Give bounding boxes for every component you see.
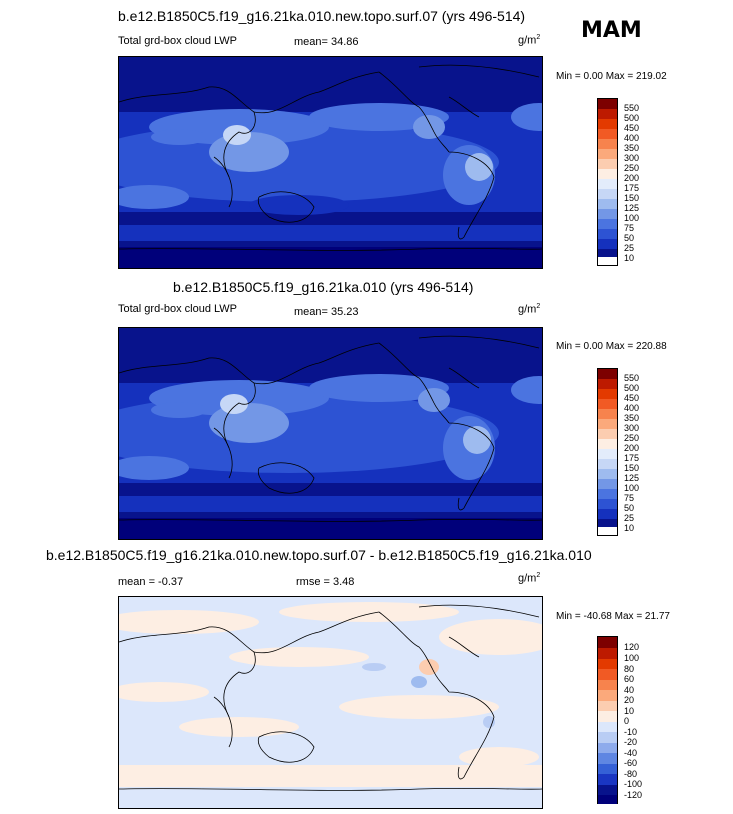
panel-1-tick: 125 bbox=[624, 203, 640, 213]
panel-2-tick: 200 bbox=[624, 443, 640, 453]
panel-2-tick: 450 bbox=[624, 393, 640, 403]
panel-2-tick: 175 bbox=[624, 453, 640, 463]
panel-3-minmax: Min = -40.68 Max = 21.77 bbox=[556, 611, 670, 622]
panel-3-units: g/m2 bbox=[518, 572, 541, 585]
panel-3-contour-field bbox=[119, 597, 542, 808]
panel-1-tick: 200 bbox=[624, 173, 640, 183]
panel-2-tick: 75 bbox=[624, 493, 635, 503]
panel-2-tick: 50 bbox=[624, 503, 635, 513]
panel-2-tick: 400 bbox=[624, 403, 640, 413]
panel-3-colorbar bbox=[597, 636, 618, 804]
panel-1-tick: 300 bbox=[624, 153, 640, 163]
panel-3-tick: -60 bbox=[624, 758, 638, 768]
panel-1-variable-label: Total grd-box cloud LWP bbox=[118, 35, 238, 47]
panel-3-tick: 100 bbox=[624, 653, 640, 663]
panel-2-mean-label: mean= 35.23 bbox=[294, 306, 359, 318]
panel-1-tick: 550 bbox=[624, 103, 640, 113]
panel-2-tick: 10 bbox=[624, 523, 635, 533]
panel-2-colorbar bbox=[597, 368, 618, 536]
panel-2-tick: 125 bbox=[624, 473, 640, 483]
season-label: MAM bbox=[581, 18, 642, 43]
panel-1-tick: 25 bbox=[624, 243, 635, 253]
panel-2-tick: 150 bbox=[624, 463, 640, 473]
panel-3-tick: 10 bbox=[624, 706, 635, 716]
panel-3-tick: 0 bbox=[624, 716, 630, 726]
panel-2-map bbox=[118, 327, 543, 540]
panel-1-tick: 100 bbox=[624, 213, 640, 223]
panel-3-tick: -100 bbox=[624, 779, 643, 789]
panel-1-units: g/m2 bbox=[518, 34, 541, 47]
panel-1-title: b.e12.B1850C5.f19_g16.21ka.010.new.topo.… bbox=[118, 8, 526, 24]
panel-3-tick: 120 bbox=[624, 642, 640, 652]
panel-1-tick: 150 bbox=[624, 193, 640, 203]
panel-3-tick: -10 bbox=[624, 727, 638, 737]
panel-1-tick: 450 bbox=[624, 123, 640, 133]
panel-2-tick: 350 bbox=[624, 413, 640, 423]
panel-3-tick: -120 bbox=[624, 790, 643, 800]
panel-1-map bbox=[118, 56, 543, 269]
panel-1-tick: 75 bbox=[624, 223, 635, 233]
panel-3-tick: -40 bbox=[624, 748, 638, 758]
panel-3-tick: 20 bbox=[624, 695, 635, 705]
panel-1-tick: 10 bbox=[624, 253, 635, 263]
panel-2-units: g/m2 bbox=[518, 303, 541, 316]
panel-1-tick: 400 bbox=[624, 133, 640, 143]
panel-3-mean-label: mean = -0.37 bbox=[118, 576, 184, 588]
panel-3-title: b.e12.B1850C5.f19_g16.21ka.010.new.topo.… bbox=[46, 547, 592, 563]
panel-1-colorbar bbox=[597, 98, 618, 266]
panel-1-tick: 350 bbox=[624, 143, 640, 153]
panel-3-rmse-label: rmse = 3.48 bbox=[296, 576, 355, 588]
panel-2-minmax: Min = 0.00 Max = 220.88 bbox=[556, 341, 667, 352]
panel-1-mean-label: mean= 34.86 bbox=[294, 36, 359, 48]
panel-1-tick: 500 bbox=[624, 113, 640, 123]
panel-2-tick: 300 bbox=[624, 423, 640, 433]
panel-3-tick: 80 bbox=[624, 664, 635, 674]
panel-3-tick: 40 bbox=[624, 685, 635, 695]
panel-1-minmax: Min = 0.00 Max = 219.02 bbox=[556, 71, 667, 82]
panel-1-tick: 250 bbox=[624, 163, 640, 173]
panel-3-tick: -80 bbox=[624, 769, 638, 779]
panel-2-tick: 550 bbox=[624, 373, 640, 383]
panel-2-variable-label: Total grd-box cloud LWP bbox=[118, 303, 238, 315]
panel-1-tick: 50 bbox=[624, 233, 635, 243]
panel-2-tick: 250 bbox=[624, 433, 640, 443]
panel-3-map bbox=[118, 596, 543, 809]
panel-3-tick: 60 bbox=[624, 674, 635, 684]
panel-1-tick: 175 bbox=[624, 183, 640, 193]
panel-2-tick: 100 bbox=[624, 483, 640, 493]
panel-2-contour-field bbox=[119, 328, 542, 539]
panel-2-tick: 500 bbox=[624, 383, 640, 393]
panel-2-title: b.e12.B1850C5.f19_g16.21ka.010 (yrs 496-… bbox=[173, 279, 474, 295]
panel-2-tick: 25 bbox=[624, 513, 635, 523]
panel-1-contour-field bbox=[119, 57, 542, 268]
panel-3-tick: -20 bbox=[624, 737, 638, 747]
